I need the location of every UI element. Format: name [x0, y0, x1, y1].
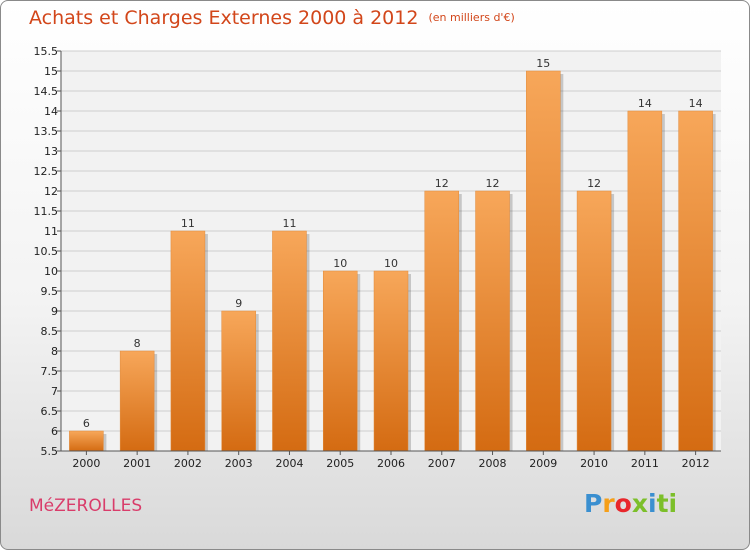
bar-2004 — [272, 230, 307, 452]
data-label: 12 — [486, 177, 500, 190]
data-label: 14 — [638, 97, 652, 110]
bar-2012 — [678, 110, 713, 452]
data-label: 12 — [435, 177, 449, 190]
chart-title-text: Achats et Charges Externes 2000 à 2012 — [29, 7, 419, 29]
x-tick-label: 2012 — [682, 457, 710, 470]
bar-2005 — [322, 270, 358, 452]
bar-2006 — [373, 270, 409, 452]
bar-2001 — [119, 350, 155, 452]
y-tick-label: 12.5 — [34, 165, 59, 178]
x-tick-label: 2007 — [428, 457, 456, 470]
y-tick-label: 7.5 — [41, 365, 59, 378]
x-tick-label: 2006 — [377, 457, 405, 470]
x-tick-label: 2008 — [479, 457, 507, 470]
y-tick-label: 15.5 — [34, 45, 59, 58]
data-label: 11 — [181, 217, 195, 230]
y-tick-label: 11 — [44, 225, 58, 238]
x-tick-label: 2003 — [225, 457, 253, 470]
y-tick-label: 10.5 — [34, 245, 59, 258]
x-tick-label: 2009 — [529, 457, 557, 470]
y-tick-label: 15 — [44, 65, 58, 78]
y-tick-label: 14.5 — [34, 85, 59, 98]
data-label: 8 — [134, 337, 141, 350]
x-tick-label: 2005 — [326, 457, 354, 470]
y-tick-label: 9 — [51, 305, 58, 318]
chart-unit: (en milliers d'€) — [428, 11, 515, 24]
y-tick-label: 6.5 — [41, 405, 59, 418]
y-tick-label: 13.5 — [34, 125, 59, 138]
y-tick-label: 8.5 — [41, 325, 59, 338]
data-label: 15 — [536, 57, 550, 70]
commune-name: MéZEROLLES — [29, 496, 143, 516]
bar-2007 — [424, 190, 460, 452]
bar-2008 — [475, 190, 510, 452]
x-tick-label: 2001 — [123, 457, 151, 470]
x-tick-label: 2004 — [275, 457, 303, 470]
data-label: 10 — [384, 257, 398, 270]
bar-2002 — [170, 230, 206, 452]
data-label: 10 — [333, 257, 347, 270]
data-label: 12 — [587, 177, 601, 190]
data-label: 6 — [83, 417, 90, 430]
x-tick-label: 2000 — [72, 457, 100, 470]
data-label: 11 — [282, 217, 296, 230]
y-tick-label: 9.5 — [41, 285, 59, 298]
x-tick-label: 2002 — [174, 457, 202, 470]
y-tick-label: 12 — [44, 185, 58, 198]
y-tick-label: 6 — [51, 425, 58, 438]
y-tick-label: 10 — [44, 265, 58, 278]
bar-2000 — [69, 430, 104, 452]
y-tick-label: 11.5 — [34, 205, 59, 218]
bar-2011 — [627, 110, 663, 452]
y-tick-label: 5.5 — [41, 445, 59, 458]
proxiti-logo: Proxiti — [584, 489, 678, 518]
y-tick-label: 13 — [44, 145, 58, 158]
x-tick-label: 2011 — [631, 457, 659, 470]
chart-title: Achats et Charges Externes 2000 à 2012 (e… — [29, 7, 515, 29]
x-tick-label: 2010 — [580, 457, 608, 470]
bars: 6 8 11 9 11 10 10 12 12 15 12 14 14 — [69, 57, 716, 452]
data-label: 9 — [235, 297, 242, 310]
bar-2009 — [526, 70, 561, 452]
y-tick-label: 14 — [44, 105, 58, 118]
y-tick-label: 7 — [51, 385, 58, 398]
y-tick-label: 8 — [51, 345, 58, 358]
data-label: 14 — [689, 97, 703, 110]
axes: 5.5 6 6.5 7 7.5 8 8.5 9 9.5 10 10.5 11 11.5 12 12.5 13 1… — [34, 45, 721, 470]
bar-2003 — [221, 310, 256, 452]
bar-2010 — [576, 190, 612, 452]
